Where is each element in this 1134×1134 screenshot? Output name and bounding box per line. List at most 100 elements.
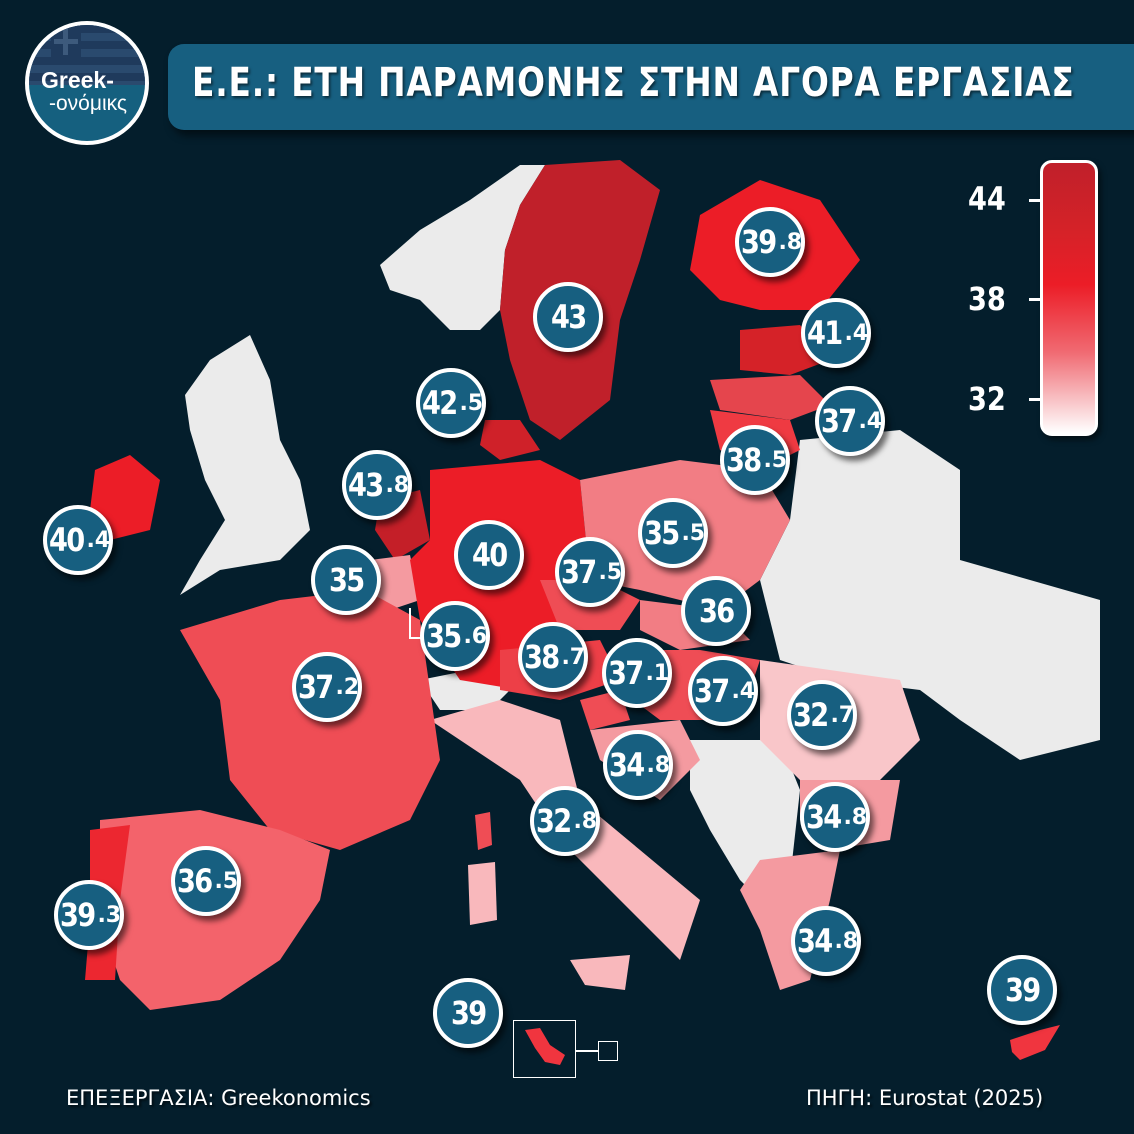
value-int: 39 [59, 896, 96, 934]
value-int: 36 [698, 592, 735, 630]
value-dec: .8 [385, 472, 410, 498]
value-badge-germany: 40 [454, 520, 524, 590]
value-badge-belgium: 35 [311, 545, 381, 615]
title-banner: Ε.Ε.: ΕΤΗ ΠΑΡΑΜΟΝΗΣ ΣΤΗΝ ΑΓΟΡΑ ΕΡΓΑΣΙΑΣ [168, 44, 1134, 130]
value-int: 32 [792, 696, 829, 734]
value-int: 38 [523, 638, 560, 676]
value-badge-poland: 35.5 [638, 498, 708, 568]
luxembourg-connector [409, 608, 411, 638]
corsica-shape [475, 812, 492, 850]
value-dec: .2 [335, 674, 360, 700]
value-int: 43 [347, 466, 384, 504]
value-dec: .8 [834, 928, 859, 954]
color-scale-legend [1040, 160, 1098, 436]
value-dec: .6 [463, 623, 488, 649]
legend-tick [1029, 199, 1041, 202]
source-text: ΠΗΓΗ: Eurostat (2025) [806, 1086, 1044, 1110]
value-badge-malta: 39 [433, 978, 503, 1048]
value-dec: .8 [843, 804, 868, 830]
sicily-shape [570, 955, 630, 990]
ireland-shape [90, 455, 160, 540]
value-dec: .1 [645, 660, 670, 686]
value-badge-denmark: 42.5 [416, 368, 486, 438]
value-badge-greece: 34.8 [791, 906, 861, 976]
malta-shape [525, 1028, 565, 1065]
value-badge-estonia: 41.4 [801, 298, 871, 368]
value-dec: .5 [459, 390, 484, 416]
value-badge-netherlands: 43.8 [342, 450, 412, 520]
value-badge-slovakia: 36 [681, 576, 751, 646]
greek-flag-icon [29, 25, 145, 86]
value-badge-portugal: 39.3 [54, 880, 124, 950]
value-dec: .7 [830, 702, 855, 728]
value-dec: .8 [778, 229, 803, 255]
value-badge-ireland: 40.4 [43, 505, 113, 575]
malta-inset-connector [576, 1050, 598, 1052]
legend-tick [1029, 398, 1041, 401]
value-dec: .5 [214, 868, 239, 894]
value-int: 37 [607, 654, 644, 692]
value-int: 40 [471, 536, 508, 574]
value-dec: .4 [844, 320, 869, 346]
value-dec: .5 [763, 447, 788, 473]
value-badge-spain: 36.5 [171, 846, 241, 916]
page-title: Ε.Ε.: ΕΤΗ ΠΑΡΑΜΟΝΗΣ ΣΤΗΝ ΑΓΟΡΑ ΕΡΓΑΣΙΑΣ [192, 60, 1075, 106]
value-int: 37 [820, 402, 857, 440]
value-int: 32 [535, 802, 572, 840]
legend-label-min: 32 [968, 380, 1006, 418]
value-badge-czechia: 37.5 [555, 537, 625, 607]
value-badge-france: 37.2 [292, 652, 362, 722]
value-int: 34 [608, 746, 645, 784]
value-dec: .8 [573, 808, 598, 834]
logo-text-line2: -ονόμικς [49, 92, 127, 115]
uk-shape [180, 335, 310, 595]
value-int: 43 [550, 298, 587, 336]
value-badge-latvia: 37.4 [815, 386, 885, 456]
value-badge-austria: 38.7 [518, 622, 588, 692]
value-dec: .7 [561, 644, 586, 670]
value-int: 34 [796, 922, 833, 960]
legend-label-max: 44 [968, 180, 1006, 218]
logo-text-line1: Greek- [41, 67, 114, 93]
value-dec: .5 [681, 520, 706, 546]
value-int: 36 [176, 862, 213, 900]
value-dec: .4 [731, 678, 756, 704]
norway-shape [380, 165, 545, 330]
value-badge-lithuania: 38.5 [720, 425, 790, 495]
value-dec: .5 [598, 559, 623, 585]
value-int: 40 [48, 521, 85, 559]
denmark-shape [480, 420, 540, 460]
malta-locator-box [598, 1041, 618, 1061]
credit-text: ΕΠΕΞΕΡΓΑΣΙΑ: Greekonomics [66, 1086, 371, 1110]
value-int: 41 [806, 314, 843, 352]
value-badge-bulgaria: 34.8 [800, 782, 870, 852]
value-int: 39 [450, 994, 487, 1032]
legend-label-mid: 38 [968, 280, 1006, 318]
value-dec: .4 [86, 527, 111, 553]
value-int: 38 [725, 441, 762, 479]
value-int: 35 [328, 561, 365, 599]
value-badge-romania: 32.7 [787, 680, 857, 750]
flag-cross-icon [51, 25, 81, 59]
value-int: 42 [421, 384, 458, 422]
value-dec: .3 [97, 902, 122, 928]
legend-tick [1029, 298, 1041, 301]
value-int: 35 [425, 617, 462, 655]
value-int: 39 [1004, 971, 1041, 1009]
greekonomics-logo: Greek- -ονόμικς [25, 21, 149, 145]
value-badge-cyprus: 39 [987, 955, 1057, 1025]
value-badge-finland: 39.8 [735, 207, 805, 277]
value-int: 34 [805, 798, 842, 836]
value-badge-slovenia: 37.1 [602, 638, 672, 708]
cyprus-shape [1010, 1025, 1060, 1060]
malta-inset-box [513, 1020, 576, 1078]
value-int: 37 [693, 672, 730, 710]
value-badge-croatia: 34.8 [603, 730, 673, 800]
value-int: 35 [643, 514, 680, 552]
value-int: 37 [560, 553, 597, 591]
value-badge-hungary: 37.4 [688, 656, 758, 726]
latvia-shape [710, 375, 830, 420]
value-dec: .4 [858, 408, 883, 434]
value-int: 37 [297, 668, 334, 706]
